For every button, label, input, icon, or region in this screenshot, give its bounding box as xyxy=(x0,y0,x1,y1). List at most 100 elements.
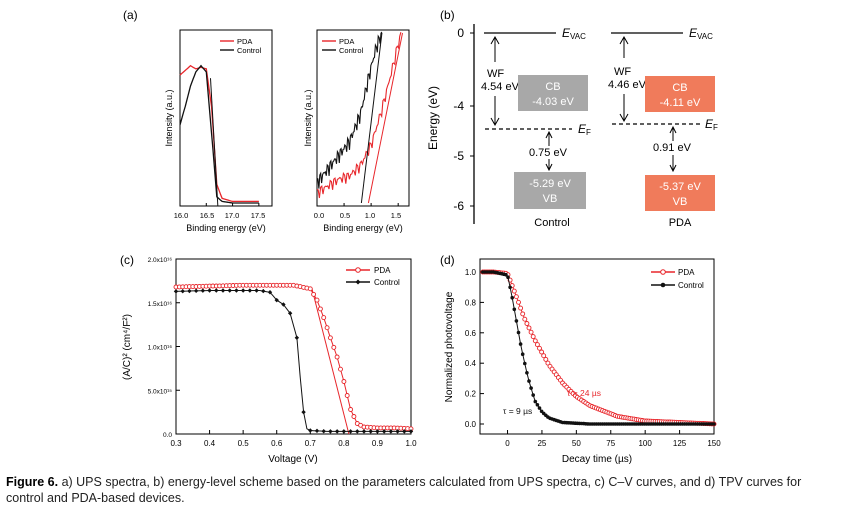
data-point xyxy=(324,325,330,331)
data-point xyxy=(227,288,232,293)
x-tick-label: 25 xyxy=(537,439,546,448)
x-tick-label: 16.5 xyxy=(200,211,215,220)
x-tick-label: 0.0 xyxy=(314,211,324,220)
data-point xyxy=(533,399,538,404)
data-point xyxy=(518,305,524,311)
data-point xyxy=(395,429,400,434)
y-tick-label: 1.0 xyxy=(465,268,477,277)
data-point xyxy=(287,311,293,316)
fit-line-control xyxy=(360,32,383,204)
data-point xyxy=(510,295,514,300)
panel-a-right-plot: PDA Control 0.0 0.5 1.0 1.5 Binding ener… xyxy=(303,29,410,233)
panel-c-label: (c) xyxy=(120,253,134,267)
arrow-head xyxy=(669,125,677,134)
data-point xyxy=(512,307,517,312)
data-point xyxy=(200,288,206,293)
ef-label: EF xyxy=(578,122,591,137)
y-tick-label: 2.0x10¹⁶ xyxy=(148,257,173,264)
panel-a-left-curves xyxy=(179,64,260,207)
series-line-control xyxy=(179,64,259,204)
data-point xyxy=(516,299,521,305)
column-name-control: Control xyxy=(534,217,569,229)
fit-line-control xyxy=(209,78,219,207)
data-point xyxy=(321,429,326,434)
data-point xyxy=(522,316,528,322)
data-point xyxy=(381,429,387,434)
legend-label-control: Control xyxy=(237,46,262,55)
x-tick-label: 0.5 xyxy=(238,439,250,448)
x-tick-label: 75 xyxy=(606,439,615,448)
data-point xyxy=(247,288,253,293)
data-point xyxy=(508,285,512,290)
wf-value: 4.54 eV xyxy=(481,81,520,93)
data-point xyxy=(514,319,519,323)
data-point xyxy=(529,386,533,390)
data-point xyxy=(402,429,407,434)
data-point xyxy=(220,288,226,293)
data-point xyxy=(311,291,317,297)
legend-marker-control xyxy=(355,279,361,285)
x-tick-label: 0.5 xyxy=(340,211,350,220)
data-point xyxy=(534,342,540,348)
legend-marker-control xyxy=(660,282,666,288)
x-tick-label: 17.5 xyxy=(251,211,266,220)
data-point xyxy=(526,325,532,331)
ef-label: EF xyxy=(705,117,718,132)
data-point xyxy=(520,352,525,357)
data-point xyxy=(524,321,530,326)
data-point xyxy=(388,429,394,434)
y-tick-label: 0.0 xyxy=(465,420,477,429)
data-point xyxy=(207,288,212,293)
data-point xyxy=(331,344,337,350)
x-tick-label: 0.4 xyxy=(204,439,216,448)
data-point xyxy=(274,297,279,303)
data-point xyxy=(516,330,521,335)
panel-b-label: (b) xyxy=(440,8,455,22)
data-point xyxy=(338,366,343,372)
legend-label-control: Control xyxy=(339,46,364,55)
data-point xyxy=(539,349,545,355)
y-tick-label: 0 xyxy=(457,26,464,40)
data-point xyxy=(301,409,306,415)
series-line-control xyxy=(316,31,383,189)
y-tick-label: 0.8 xyxy=(465,298,477,307)
cb-label: CB xyxy=(672,82,687,94)
y-tick-label: 0.2 xyxy=(465,390,477,399)
panel-d-curves xyxy=(480,269,717,427)
x-axis-label: Voltage (V) xyxy=(268,454,317,465)
x-tick-label: 100 xyxy=(638,439,652,448)
data-point xyxy=(361,429,367,434)
data-point xyxy=(351,414,357,419)
legend-label-control: Control xyxy=(678,281,704,290)
data-point xyxy=(341,429,347,434)
panel-c-axes: 0.3 0.4 0.5 0.6 0.7 0.8 0.9 1.0 0.0 5.0x10¹⁵ 1.0x1… xyxy=(148,257,417,448)
data-point xyxy=(531,393,535,397)
cb-box-control xyxy=(518,75,588,111)
x-axis-label: Binding energy (eV) xyxy=(186,223,266,233)
y-tick-label: 5.0x10¹⁵ xyxy=(148,388,173,395)
tau-annotation-control: τ = 9 µs xyxy=(503,406,532,416)
column-name-pda: PDA xyxy=(669,217,692,229)
arrow-head xyxy=(545,163,553,172)
data-point xyxy=(308,428,313,433)
data-point xyxy=(240,288,246,293)
y-axis-label: Normalized photovoltage xyxy=(444,291,455,402)
panel-a-left-frame xyxy=(179,29,273,207)
vb-label: VB xyxy=(673,196,688,208)
data-point xyxy=(543,356,549,362)
data-point xyxy=(173,289,179,294)
wf-value: 4.46 eV xyxy=(608,79,647,91)
legend-marker-pda xyxy=(660,269,666,275)
data-point xyxy=(513,294,519,300)
x-tick-label: 0.7 xyxy=(305,439,317,448)
data-point xyxy=(327,335,333,341)
series-line-control xyxy=(175,290,411,432)
data-point xyxy=(504,272,508,277)
wf-label: WF xyxy=(487,68,504,80)
figure-canvas: (a) PDA Control 16.0 16.5 17.0 17.5 Bind… xyxy=(120,8,721,465)
x-tick-label: 1.5 xyxy=(391,211,401,220)
series-line-pda xyxy=(175,284,412,430)
data-point xyxy=(328,429,333,434)
data-point xyxy=(214,288,219,293)
x-tick-label: 1.0 xyxy=(405,439,417,448)
